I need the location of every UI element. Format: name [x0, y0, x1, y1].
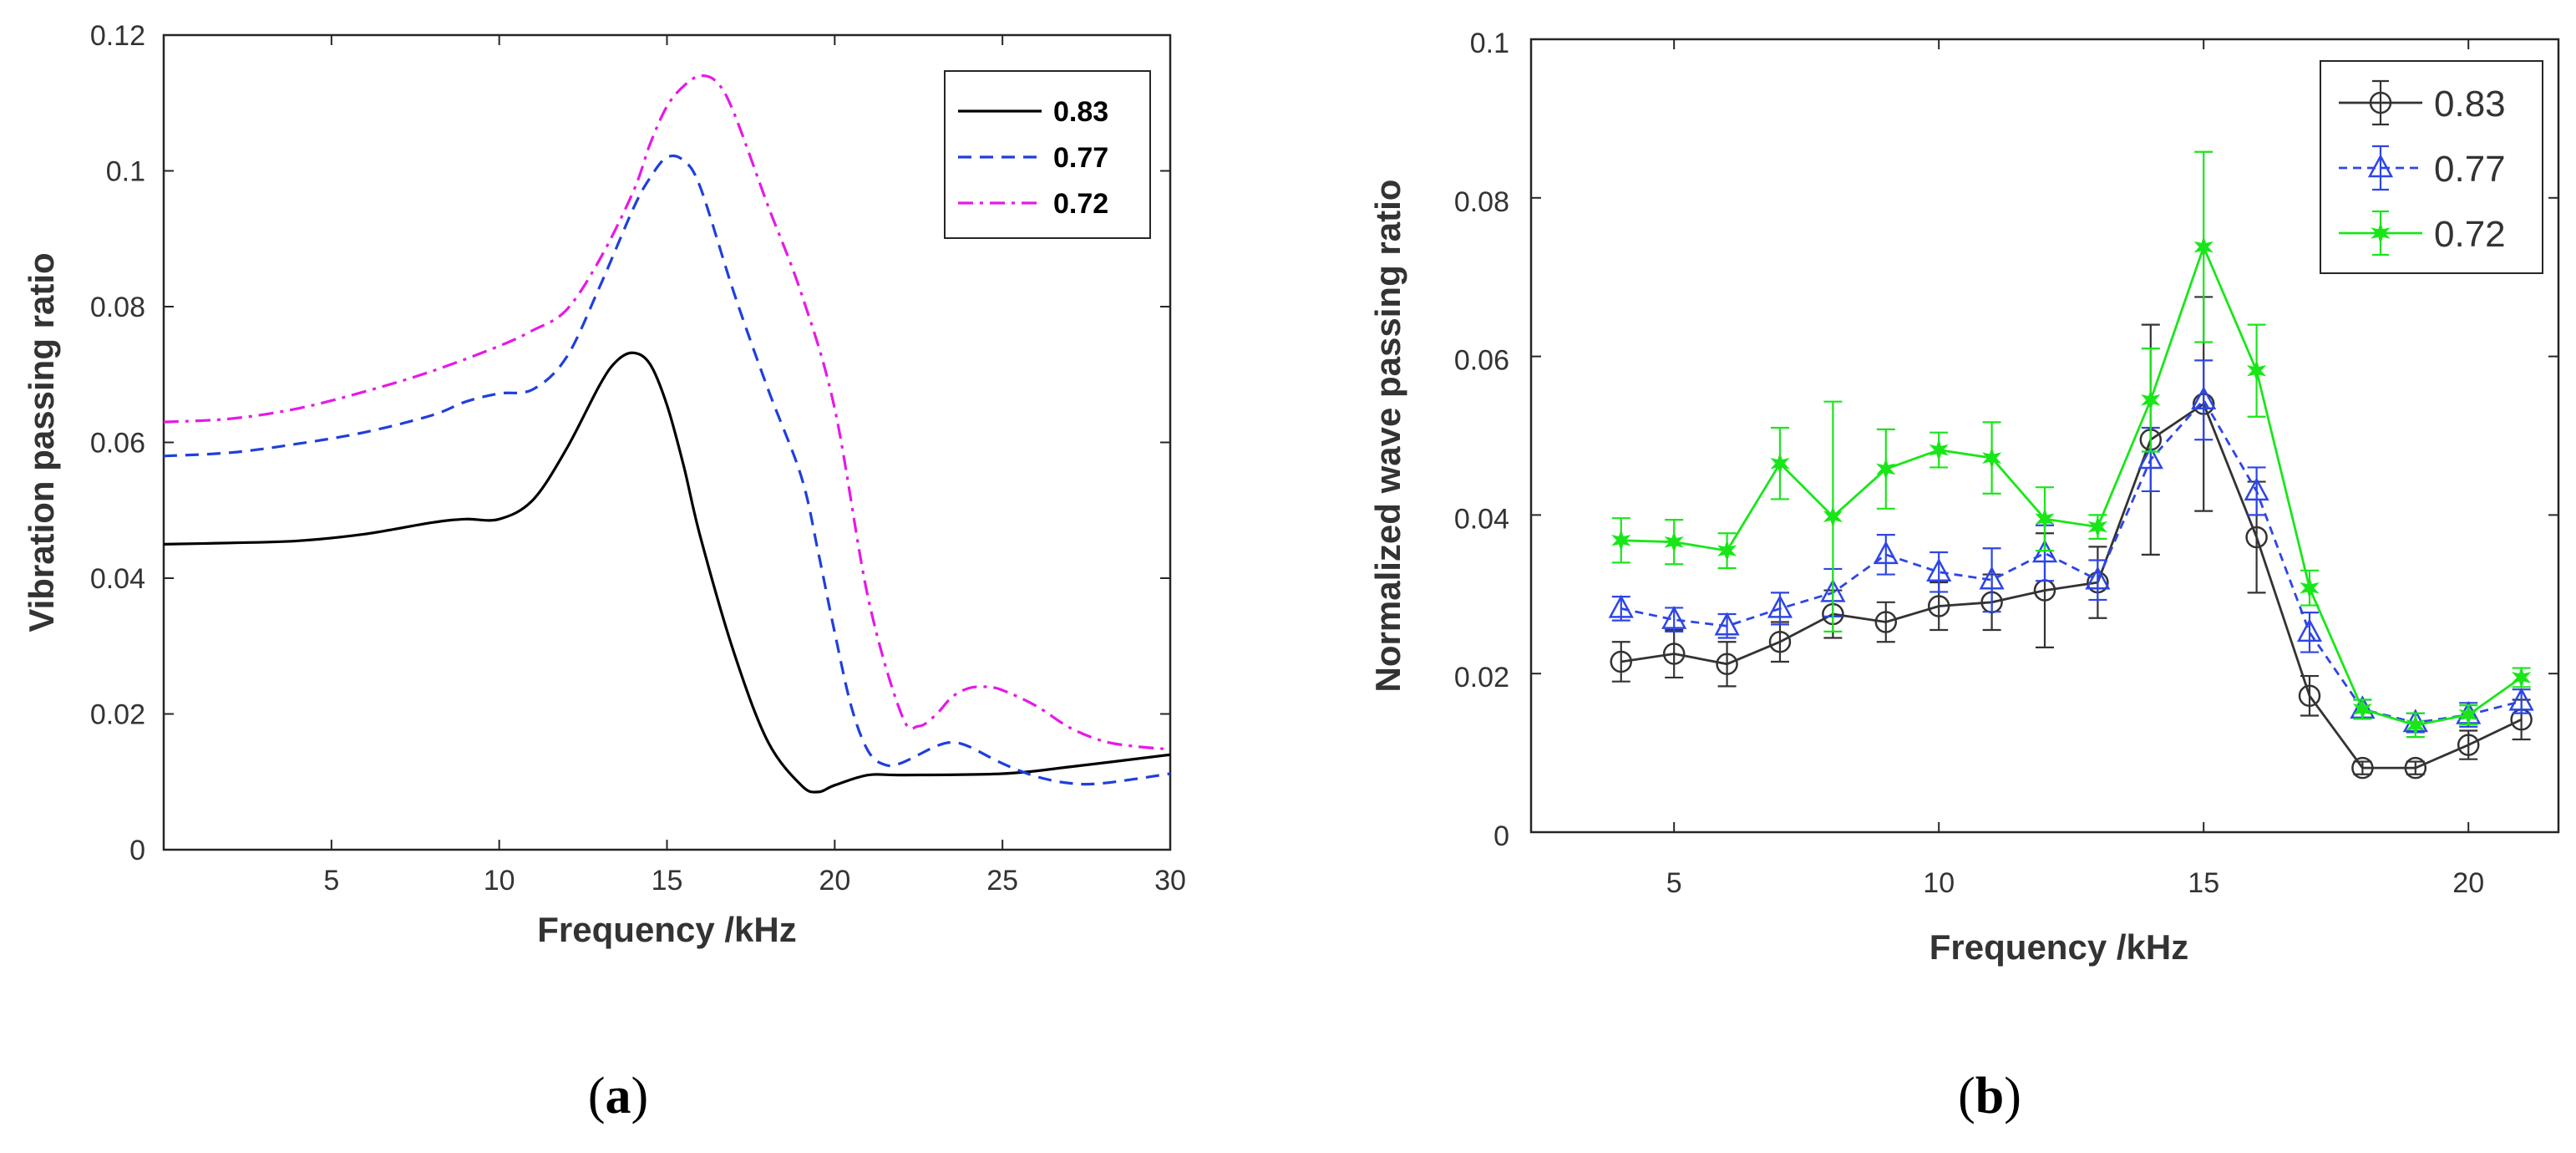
legend-label: 0.83 — [2434, 84, 2506, 124]
data-point-0.77 — [1767, 594, 1793, 618]
data-point-0.77 — [2191, 386, 2217, 410]
panel-letter-a: a — [606, 1068, 631, 1125]
data-point-0.77 — [1873, 541, 1899, 565]
data-point-0.72 — [1981, 446, 2002, 470]
x-tick-label: 15 — [2188, 867, 2219, 899]
data-point-0.83 — [1768, 630, 1792, 653]
data-point-0.83 — [1716, 653, 1738, 676]
legend-marker-0.83 — [2369, 91, 2392, 114]
y-axis-label: Normalized wave passing ratio — [1368, 180, 1407, 693]
x-tick-label: 30 — [1154, 865, 1186, 896]
data-point-0.77 — [2085, 566, 2111, 590]
legend-marker-0.72 — [2371, 221, 2391, 245]
x-axis-label: Frequency /kHz — [1929, 927, 2188, 967]
data-point-0.83 — [2351, 756, 2374, 780]
data-point-0.83 — [2298, 684, 2321, 708]
data-point-0.83 — [1874, 611, 1898, 633]
series-line-0.72 — [163, 74, 1171, 751]
legend-box-a — [944, 70, 1151, 239]
panel-label-a: (a) — [588, 1068, 648, 1125]
data-point-0.72 — [1823, 505, 1843, 528]
legend-label: 0.83 — [1053, 96, 1108, 128]
x-tick-label: 5 — [323, 865, 339, 896]
y-axis-label: Vibration passing ratio — [22, 252, 61, 632]
data-point-0.77 — [1714, 612, 1740, 636]
data-point-0.72 — [2035, 507, 2055, 531]
legend-marker-0.77 — [2367, 154, 2394, 178]
series-line-0.83 — [163, 351, 1171, 794]
data-point-0.72 — [2087, 516, 2108, 539]
data-point-0.77 — [2244, 477, 2269, 501]
data-point-0.83 — [1927, 595, 1950, 617]
data-point-0.77 — [1926, 558, 1952, 582]
x-tick-label: 10 — [1923, 867, 1955, 899]
x-tick-label: 20 — [819, 865, 850, 896]
data-point-0.77 — [2508, 687, 2534, 711]
x-tick-label: 5 — [1666, 867, 1682, 899]
data-point-0.72 — [2458, 703, 2478, 726]
data-point-0.77 — [1979, 566, 2005, 590]
panel-label-b: (b) — [1958, 1068, 2021, 1125]
data-point-0.72 — [2246, 359, 2267, 383]
data-point-0.77 — [2296, 618, 2323, 643]
y-tick-label: 0.06 — [90, 428, 145, 460]
x-axis-label: Frequency /kHz — [537, 910, 796, 949]
panel-a-chart: 5 10 15 20 25 30 0 0.02 0.04 0.06 0.08 0.1 0.12 Frequ… — [22, 20, 1186, 949]
y-tick-label: 0.02 — [90, 699, 145, 731]
data-point-0.83 — [2245, 526, 2268, 549]
x-tick-label: 20 — [2452, 867, 2484, 899]
legend-label: 0.72 — [1053, 188, 1108, 220]
series-line-0.72 — [1620, 243, 2523, 727]
data-point-0.72 — [1770, 452, 1790, 475]
y-tick-label: 0.04 — [1454, 503, 1509, 535]
data-point-0.83 — [2404, 756, 2427, 780]
y-tick-label: 0.1 — [1470, 28, 1509, 59]
data-point-0.72 — [2141, 389, 2161, 412]
data-point-0.83 — [1662, 643, 1686, 665]
data-point-0.72 — [1664, 531, 1684, 554]
y-tick-label: 0.12 — [90, 20, 145, 52]
data-point-0.72 — [2352, 698, 2373, 721]
y-tick-label: 0.08 — [1454, 186, 1509, 218]
data-point-0.72 — [2511, 666, 2532, 689]
data-point-0.77 — [1661, 606, 1687, 629]
x-tick-label: 10 — [484, 865, 515, 896]
data-point-0.83 — [1610, 650, 1633, 673]
y-tick-label: 0.04 — [90, 563, 145, 595]
data-point-0.72 — [1716, 539, 1737, 562]
series-line-0.77 — [163, 154, 1171, 786]
panel-b-chart: 5 10 15 20 0 0.02 0.04 0.06 0.08 0.1 Frequency /kH… — [1368, 28, 2560, 967]
data-point-0.72 — [1611, 529, 1631, 552]
y-tick-label: 0.08 — [90, 292, 145, 323]
data-point-0.72 — [1876, 457, 1896, 480]
legend-label: 0.72 — [2434, 214, 2506, 255]
legend-label: 0.77 — [2434, 149, 2506, 190]
data-point-0.77 — [1608, 594, 1634, 618]
legend-label: 0.77 — [1053, 142, 1108, 174]
data-point-0.72 — [2406, 714, 2426, 737]
y-tick-label: 0.06 — [1454, 345, 1509, 377]
x-tick-label: 25 — [986, 865, 1018, 896]
data-point-0.72 — [1929, 439, 1949, 462]
x-tick-label: 15 — [652, 865, 683, 896]
data-point-0.72 — [2193, 236, 2213, 259]
data-point-0.77 — [2137, 445, 2163, 470]
data-point-0.72 — [2300, 576, 2320, 600]
y-tick-label: 0 — [129, 835, 145, 866]
y-tick-label: 0 — [1493, 820, 1509, 852]
y-tick-label: 0.1 — [106, 156, 145, 188]
panel-letter-b: b — [1975, 1068, 2004, 1125]
y-tick-label: 0.02 — [1454, 662, 1509, 693]
data-point-0.83 — [2457, 734, 2480, 756]
